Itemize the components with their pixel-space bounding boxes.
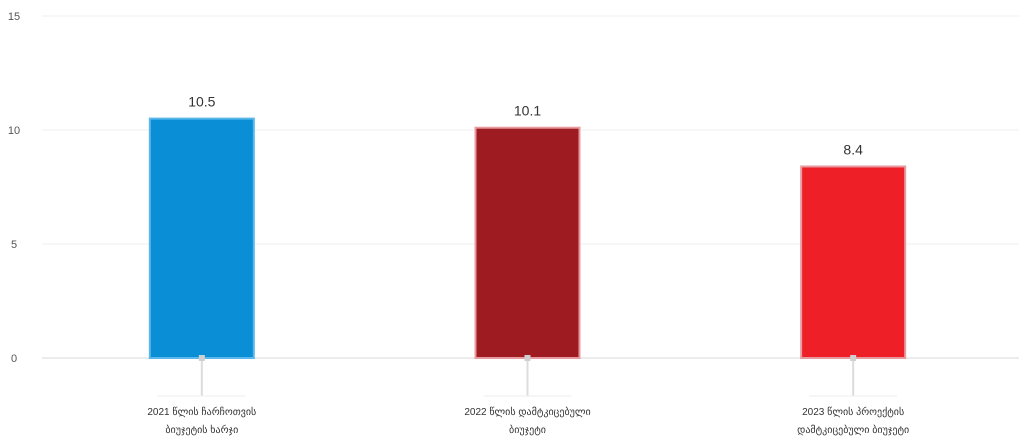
x-tick-marker [524, 355, 531, 361]
x-tick-label-line: 2023 წლის პროექტის [802, 406, 904, 418]
x-tick-label: 2022 წლის დამტკიცებული ბიუჯეტი [464, 406, 590, 436]
x-tick-label-line: 2022 წლის დამტკიცებული [464, 406, 590, 418]
x-tick-marker [850, 355, 857, 361]
x-tick-label-line: ბიუჯეტის ხარჯი [165, 424, 238, 436]
x-tick-label-line: დამტკიცებული ბიუჯეტი [797, 424, 909, 436]
y-tick-label: 10 [8, 125, 20, 137]
x-tick-label-line: 2021 წლის ჩარჩოთვის [147, 406, 256, 418]
bar [800, 165, 907, 359]
y-tick-label: 15 [8, 11, 20, 23]
x-tick-label: 2023 წლის პროექტის დამტკიცებული ბიუჯეტი [797, 406, 909, 436]
bar [148, 117, 255, 359]
x-tick-label-line: ბიუჯეტი [509, 424, 546, 436]
data-label: 10.5 [188, 94, 215, 110]
x-tick-label: 2021 წლის ჩარჩოთვის ბიუჯეტის ხარჯი [147, 406, 256, 436]
y-tick-label: 5 [11, 239, 17, 251]
x-tick-marker [198, 355, 205, 361]
data-label: 10.1 [514, 103, 541, 119]
y-tick-label: 0 [11, 353, 17, 365]
bar [474, 126, 581, 359]
data-label: 8.4 [843, 141, 863, 157]
